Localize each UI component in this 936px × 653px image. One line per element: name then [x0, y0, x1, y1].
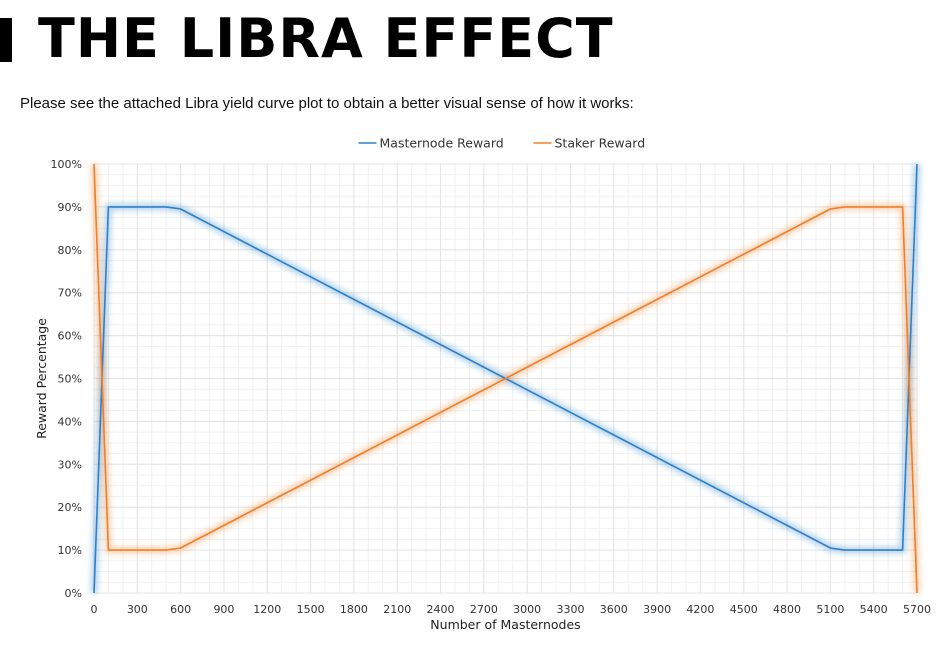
y-tick-labels: 0% 10% 20% 30% 40% 50% 60% 70% 80% 90% 100%: [51, 158, 82, 600]
y-tick-label: 80%: [58, 244, 82, 257]
y-axis-title: Reward Percentage: [34, 318, 49, 439]
x-tick-label: 300: [127, 603, 148, 616]
x-tick-labels: 0 300 600 900 1200 1500 1800 2100 2400 2700 3000 33…: [91, 603, 932, 616]
x-tick-label: 3900: [643, 603, 671, 616]
x-tick-label: 4800: [773, 603, 801, 616]
x-tick-label: 0: [91, 603, 98, 616]
page-title: THE LIBRA EFFECT: [38, 7, 614, 70]
x-tick-label: 5100: [816, 603, 844, 616]
x-tick-label: 3600: [600, 603, 628, 616]
x-tick-label: 4500: [730, 603, 758, 616]
x-tick-label: 2100: [383, 603, 411, 616]
x-tick-label: 3300: [556, 603, 584, 616]
x-tick-label: 900: [213, 603, 234, 616]
legend: Masternode Reward Staker Reward: [358, 136, 646, 151]
x-tick-label: 1800: [340, 603, 368, 616]
series-line-staker-reward: [93, 163, 918, 594]
x-tick-label: 5700: [903, 603, 931, 616]
intro-text: Please see the attached Libra yield curv…: [20, 95, 634, 112]
y-tick-label: 70%: [58, 287, 82, 300]
y-tick-label: 50%: [58, 373, 82, 386]
y-tick-label: 100%: [51, 158, 82, 171]
y-tick-label: 30%: [58, 458, 82, 471]
x-tick-label: 1200: [253, 603, 281, 616]
y-tick-label: 40%: [58, 415, 82, 428]
x-tick-label: 1500: [297, 603, 325, 616]
x-tick-label: 3000: [513, 603, 541, 616]
y-tick-label: 0%: [65, 587, 82, 600]
x-tick-label: 600: [170, 603, 191, 616]
y-tick-label: 90%: [58, 201, 82, 214]
x-axis-title: Number of Masternodes: [430, 617, 580, 632]
legend-label: Staker Reward: [555, 136, 646, 151]
legend-label: Masternode Reward: [380, 136, 504, 151]
series-lines: [93, 163, 918, 594]
x-tick-label: 2700: [470, 603, 498, 616]
chart-container: 0% 10% 20% 30% 40% 50% 60% 70% 80% 90% 100% 0 300 60…: [28, 128, 936, 648]
yield-curve-chart: 0% 10% 20% 30% 40% 50% 60% 70% 80% 90% 100% 0 300 60…: [34, 136, 932, 633]
y-tick-label: 10%: [58, 544, 82, 557]
x-tick-label: 4200: [686, 603, 714, 616]
x-tick-label: 2400: [427, 603, 455, 616]
x-tick-label: 5400: [860, 603, 888, 616]
title-accent-bar: [0, 18, 12, 62]
y-tick-label: 60%: [58, 330, 82, 343]
y-tick-label: 20%: [58, 501, 82, 514]
